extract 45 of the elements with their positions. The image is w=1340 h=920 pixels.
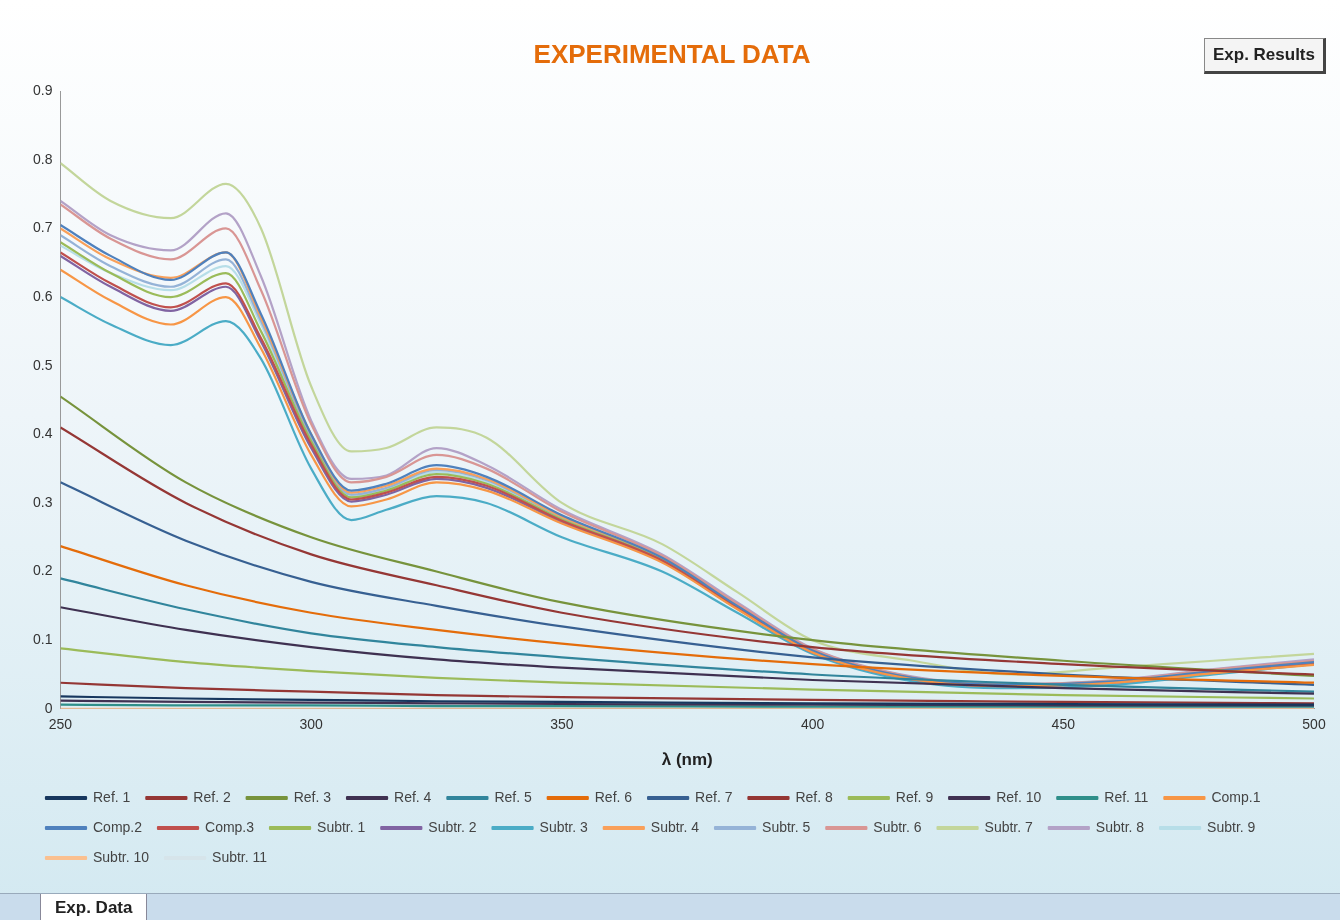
legend-label: Ref. 2 [193, 788, 231, 805]
legend-label: Subtr. 8 [1095, 818, 1145, 835]
legend-label: Comp.3 [205, 818, 255, 835]
y-tick-label: 0.6 [32, 287, 53, 304]
legend-label: Subtr. 7 [984, 818, 1034, 835]
legend-label: Subtr. 1 [317, 818, 366, 835]
legend-label: Ref. 8 [795, 788, 834, 805]
legend-label: Ref. 9 [895, 788, 934, 805]
legend-label: Ref. 4 [394, 788, 432, 805]
y-tick-label: 0.4 [32, 425, 53, 442]
y-tick-label: 0.8 [32, 150, 53, 167]
x-axis-title: λ (nm) [661, 750, 713, 770]
y-tick-label: 0 [44, 699, 53, 716]
x-tick-label: 450 [1051, 716, 1076, 733]
legend-label: Ref. 10 [996, 788, 1042, 805]
legend-label: Ref. 1 [93, 788, 131, 805]
legend-label: Subtr. 5 [762, 818, 811, 835]
y-tick-label: 0.7 [32, 219, 53, 236]
legend-label: Ref. 7 [695, 788, 733, 805]
x-tick-label: 350 [550, 716, 574, 733]
x-tick-label: 300 [299, 716, 324, 733]
x-tick-label: 400 [800, 716, 825, 733]
legend-label: Ref. 5 [494, 788, 532, 805]
legend-label: Subtr. 11 [212, 848, 268, 865]
y-tick-label: 0.5 [32, 356, 53, 373]
x-tick-label: 250 [48, 716, 73, 733]
y-tick-label: 0.1 [32, 631, 53, 648]
y-tick-label: 0.3 [32, 493, 53, 510]
legend-label: Subtr. 10 [93, 848, 150, 865]
legend-label: Comp.2 [93, 818, 143, 835]
y-tick-label: 0.2 [32, 562, 53, 579]
x-tick-label: 500 [1302, 716, 1326, 733]
legend-label: Subtr. 9 [1207, 818, 1256, 835]
legend-label: Ref. 6 [594, 788, 633, 805]
legend-label: Subtr. 4 [650, 818, 700, 835]
text: Exp. Results [1203, 38, 1326, 74]
y-tick-label: 0.9 [32, 82, 53, 99]
legend-label: Comp.1 [1211, 788, 1261, 805]
legend-label: Subtr. 6 [873, 818, 922, 835]
legend-label: Subtr. 3 [539, 818, 589, 835]
legend-label: Subtr. 2 [428, 818, 477, 835]
legend-label: Ref. 3 [293, 788, 332, 805]
legend-label: Ref. 11 [1104, 788, 1149, 805]
chart-title: EXPERIMENTAL DATA [533, 38, 811, 69]
text: Exp. Data [40, 894, 148, 920]
